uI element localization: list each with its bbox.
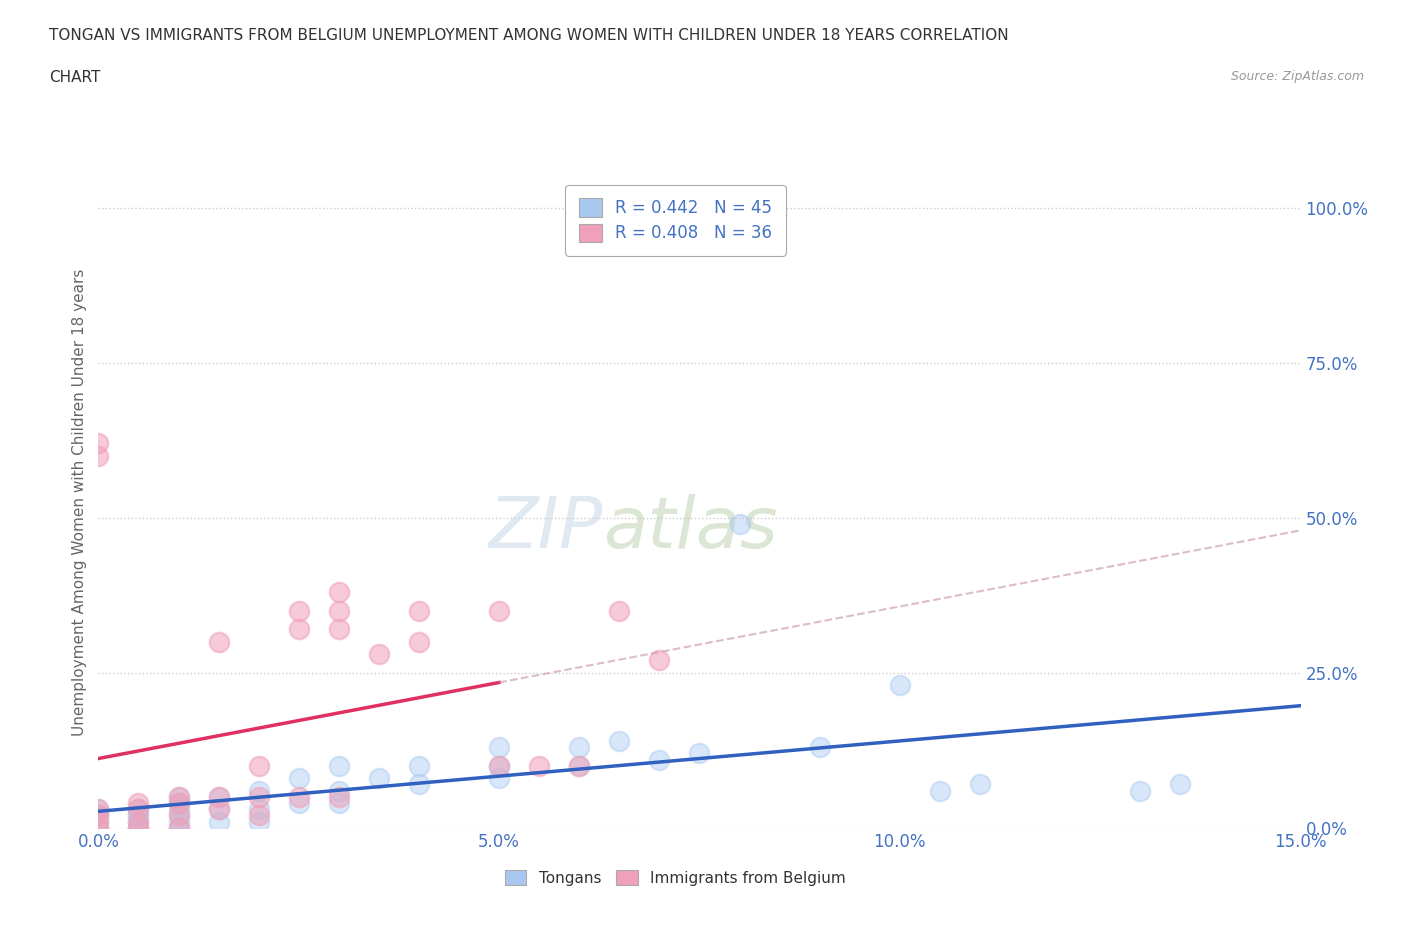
Point: [208, 790, 231, 804]
Point: [288, 771, 311, 786]
Point: [368, 771, 391, 786]
Point: [688, 746, 710, 761]
Point: [568, 758, 591, 773]
Point: [328, 758, 350, 773]
Point: [87, 808, 110, 823]
Point: [488, 771, 510, 786]
Point: [288, 622, 311, 637]
Point: [208, 802, 231, 817]
Point: [128, 802, 150, 817]
Y-axis label: Unemployment Among Women with Children Under 18 years: Unemployment Among Women with Children U…: [72, 269, 87, 736]
Text: Source: ZipAtlas.com: Source: ZipAtlas.com: [1230, 70, 1364, 83]
Point: [408, 777, 430, 791]
Point: [87, 820, 110, 835]
Point: [488, 758, 510, 773]
Point: [1170, 777, 1192, 791]
Point: [208, 814, 231, 829]
Point: [128, 795, 150, 810]
Point: [328, 783, 350, 798]
Point: [128, 814, 150, 829]
Point: [87, 814, 110, 829]
Point: [87, 802, 110, 817]
Point: [87, 802, 110, 817]
Point: [288, 795, 311, 810]
Point: [408, 634, 430, 649]
Point: [247, 790, 270, 804]
Point: [969, 777, 991, 791]
Point: [247, 808, 270, 823]
Point: [167, 808, 190, 823]
Point: [808, 739, 831, 754]
Point: [247, 758, 270, 773]
Point: [247, 814, 270, 829]
Point: [208, 634, 231, 649]
Point: [128, 820, 150, 835]
Point: [87, 808, 110, 823]
Point: [488, 604, 510, 618]
Point: [167, 820, 190, 835]
Point: [128, 808, 150, 823]
Point: [488, 739, 510, 754]
Point: [929, 783, 952, 798]
Text: TONGAN VS IMMIGRANTS FROM BELGIUM UNEMPLOYMENT AMONG WOMEN WITH CHILDREN UNDER 1: TONGAN VS IMMIGRANTS FROM BELGIUM UNEMPL…: [49, 28, 1010, 43]
Point: [247, 802, 270, 817]
Point: [128, 808, 150, 823]
Point: [288, 604, 311, 618]
Point: [87, 814, 110, 829]
Text: atlas: atlas: [603, 494, 778, 563]
Point: [128, 814, 150, 829]
Legend: Tongans, Immigrants from Belgium: Tongans, Immigrants from Belgium: [499, 864, 852, 892]
Point: [87, 820, 110, 835]
Point: [167, 790, 190, 804]
Point: [609, 734, 631, 749]
Point: [167, 802, 190, 817]
Point: [609, 604, 631, 618]
Point: [87, 436, 110, 451]
Point: [208, 790, 231, 804]
Point: [328, 795, 350, 810]
Point: [288, 790, 311, 804]
Point: [889, 678, 911, 693]
Point: [529, 758, 551, 773]
Point: [328, 622, 350, 637]
Point: [328, 585, 350, 600]
Point: [648, 653, 671, 668]
Point: [167, 795, 190, 810]
Point: [167, 814, 190, 829]
Point: [568, 758, 591, 773]
Text: ZIP: ZIP: [489, 494, 603, 563]
Point: [87, 808, 110, 823]
Point: [368, 646, 391, 661]
Text: CHART: CHART: [49, 70, 101, 85]
Point: [208, 802, 231, 817]
Point: [328, 604, 350, 618]
Point: [488, 758, 510, 773]
Point: [568, 739, 591, 754]
Point: [167, 795, 190, 810]
Point: [408, 758, 430, 773]
Point: [167, 820, 190, 835]
Point: [1129, 783, 1152, 798]
Point: [87, 448, 110, 463]
Point: [128, 802, 150, 817]
Point: [167, 790, 190, 804]
Point: [328, 790, 350, 804]
Point: [247, 783, 270, 798]
Point: [728, 516, 751, 531]
Point: [408, 604, 430, 618]
Point: [128, 820, 150, 835]
Point: [648, 752, 671, 767]
Point: [167, 808, 190, 823]
